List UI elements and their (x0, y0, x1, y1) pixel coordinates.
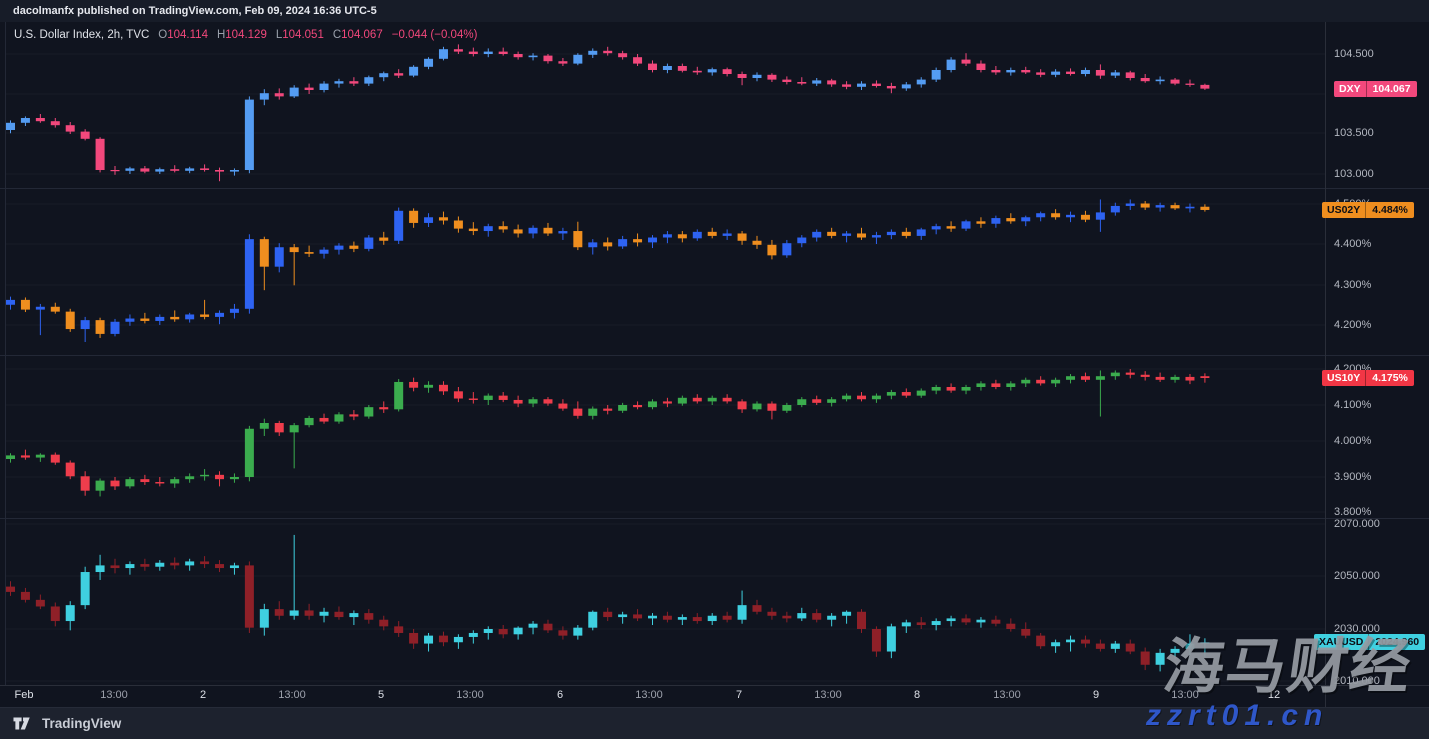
time-axis-label: 6 (556, 689, 564, 701)
ohlc-high: H104.129 (216, 29, 267, 41)
pane-us10y-candles[interactable] (6, 369, 1210, 497)
price-scale-label: 103.500 (1334, 127, 1374, 139)
last-price-badge-dxy: DXY 104.067 (1334, 80, 1417, 97)
ohlc-low: L104.051 (275, 29, 324, 41)
time-axis-label: 5 (377, 689, 385, 701)
time-axis-label: 8 (913, 689, 921, 701)
price-scale-label: 2010.000 (1334, 675, 1380, 687)
publish-header: dacolmanfx published on TradingView.com,… (0, 0, 1429, 22)
watermark-chinese-text: 海马财经 (1159, 633, 1417, 700)
badge-symbol: DXY (1334, 80, 1367, 97)
tradingview-logo-icon[interactable] (13, 717, 34, 730)
badge-symbol: XAUUSD (1314, 634, 1370, 651)
last-price-badge-us10y: US10Y 4.175% (1322, 370, 1414, 386)
ohlc-open: O104.114 (158, 29, 208, 41)
panel-dividers (0, 22, 1429, 707)
badge-last-price: 2024.960 (1375, 636, 1420, 649)
publish-info-text: dacolmanfx published on TradingView.com,… (13, 5, 377, 17)
time-axis-label: 12 (1267, 689, 1281, 701)
time-axis-label: 7 (735, 689, 743, 701)
pane-dxy-candles[interactable] (6, 44, 1210, 182)
price-scale-label: 2030.000 (1334, 623, 1380, 635)
badge-symbol: US02Y (1322, 201, 1367, 218)
time-axis[interactable]: Feb 13:00 2 13:00 5 13:00 6 13:00 7 13:00 8 13:00 9 1… (0, 685, 1429, 707)
price-scale-label: 103.000 (1334, 168, 1374, 180)
time-axis-label: 9 (1092, 689, 1100, 701)
time-axis-label: 13:00 (100, 689, 128, 701)
last-price-badge-xauusd: XAUUSD 2024.960 (1314, 634, 1426, 651)
pane-us02y-candles[interactable] (6, 199, 1210, 343)
time-axis-label: 13:00 (635, 689, 663, 701)
price-scale-label: 4.400% (1334, 238, 1372, 250)
grid-xauusd (6, 523, 1325, 682)
time-axis-label: 13:00 (814, 689, 842, 701)
price-scale-label: 2070.000 (1334, 518, 1380, 530)
chart-legend: U.S. Dollar Index, 2h, TVC O104.114 H104… (14, 29, 477, 41)
change-value: −0.044 (−0.04%) (391, 29, 478, 41)
price-scale-label: 4.300% (1334, 279, 1372, 291)
price-scale-label: 3.900% (1334, 471, 1372, 483)
time-axis-label: 2 (199, 689, 207, 701)
time-axis-label: 13:00 (456, 689, 484, 701)
price-scale-label: 4.100% (1334, 399, 1372, 411)
price-scale-label: 104.500 (1334, 48, 1374, 60)
time-axis-label: 13:00 (278, 689, 306, 701)
price-scale-label: 2050.000 (1334, 570, 1380, 582)
time-axis-label: 13:00 (1171, 689, 1199, 701)
badge-last-price: 4.484% (1372, 203, 1408, 216)
footer-bar: TradingView (0, 707, 1429, 739)
price-scale-label: 4.000% (1334, 435, 1372, 447)
badge-last-price: 4.175% (1372, 372, 1408, 384)
badge-last-price: 104.067 (1372, 82, 1411, 95)
badge-symbol: US10Y (1322, 370, 1367, 386)
tradingview-brand[interactable]: TradingView (42, 716, 122, 731)
price-scale-label: 3.800% (1334, 506, 1372, 518)
pane-xauusd-candles[interactable] (6, 534, 1210, 672)
grid-us02y (6, 203, 1325, 326)
grid-us10y (6, 368, 1325, 513)
grid-dxy (6, 53, 1325, 175)
watermark-url-text: zzrt01.cn (1146, 699, 1329, 732)
last-price-badge-us02y: US02Y 4.484% (1322, 201, 1414, 218)
symbol-title: U.S. Dollar Index, 2h, TVC (14, 29, 150, 41)
time-axis-label: Feb (14, 689, 34, 701)
time-axis-label: 13:00 (993, 689, 1021, 701)
ohlc-close: C104.067 (332, 29, 383, 41)
price-scale-label: 4.200% (1334, 319, 1372, 331)
